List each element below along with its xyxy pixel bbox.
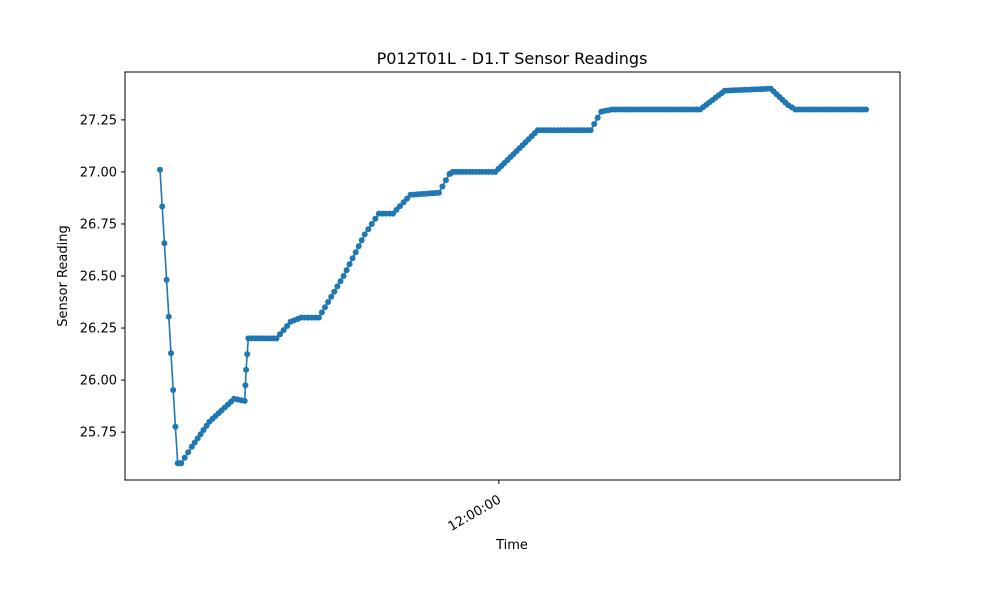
data-point xyxy=(170,387,177,393)
y-tick-label: 27.00 xyxy=(80,165,117,180)
data-point xyxy=(365,226,372,233)
data-point xyxy=(191,439,198,446)
data-point xyxy=(337,278,344,285)
plot-area xyxy=(124,71,901,481)
data-point xyxy=(163,276,170,283)
data-point xyxy=(587,127,594,134)
y-tick-label: 26.25 xyxy=(80,322,117,337)
data-point xyxy=(390,210,396,217)
data-point xyxy=(197,431,204,438)
data-point xyxy=(340,273,347,279)
data-point xyxy=(188,443,195,450)
data-point xyxy=(397,203,403,210)
data-point xyxy=(161,240,168,247)
data-point xyxy=(318,309,325,316)
x-axis-label: Time xyxy=(495,538,528,553)
y-tick-label: 27.25 xyxy=(80,113,117,128)
data-point xyxy=(442,177,449,184)
y-tick-label: 25.75 xyxy=(80,426,117,441)
data-point xyxy=(404,195,411,202)
data-point xyxy=(355,243,362,250)
data-point xyxy=(159,203,166,210)
data-point xyxy=(243,366,250,373)
data-point xyxy=(435,189,442,196)
data-point xyxy=(343,267,350,274)
data-point xyxy=(331,288,338,295)
data-point xyxy=(863,106,869,113)
data-point xyxy=(439,183,446,190)
data-point xyxy=(349,255,356,262)
y-tick-label: 26.50 xyxy=(80,270,117,285)
data-point xyxy=(273,335,280,342)
data-point xyxy=(277,331,283,338)
data-point xyxy=(325,299,332,305)
data-point xyxy=(241,397,248,404)
data-point xyxy=(284,323,291,329)
data-point xyxy=(185,449,192,456)
data-point xyxy=(334,283,341,290)
data-point xyxy=(346,261,353,268)
data-point xyxy=(322,304,328,311)
data-point xyxy=(165,313,172,320)
data-point xyxy=(372,215,379,222)
data-series xyxy=(157,85,869,467)
data-point xyxy=(315,314,322,321)
data-point xyxy=(181,454,188,461)
y-axis: 25.75 26.00 26.25 26.50 26.75 27.00 27.25 xyxy=(80,113,125,441)
x-axis: 12:00:00 xyxy=(446,480,504,535)
data-point xyxy=(361,231,368,238)
chart-title: P012T01L - D1.T Sensor Readings xyxy=(377,49,648,68)
data-point xyxy=(244,351,251,358)
data-point xyxy=(200,427,207,433)
data-point xyxy=(594,114,601,121)
data-point xyxy=(242,382,249,389)
data-point xyxy=(280,327,287,334)
x-tick-label: 12:00:00 xyxy=(446,492,504,534)
data-point xyxy=(352,249,359,256)
y-tick-label: 26.75 xyxy=(80,217,117,232)
data-point xyxy=(168,350,174,357)
data-point xyxy=(172,423,179,430)
data-point xyxy=(358,237,365,244)
data-point xyxy=(157,166,163,173)
data-point xyxy=(203,422,210,429)
y-axis-label: Sensor Reading xyxy=(56,225,71,326)
y-tick-label: 26.00 xyxy=(80,374,117,389)
data-point xyxy=(178,460,185,467)
data-point xyxy=(368,221,375,227)
data-point xyxy=(194,435,201,442)
data-point xyxy=(591,121,598,127)
data-point xyxy=(328,293,335,300)
